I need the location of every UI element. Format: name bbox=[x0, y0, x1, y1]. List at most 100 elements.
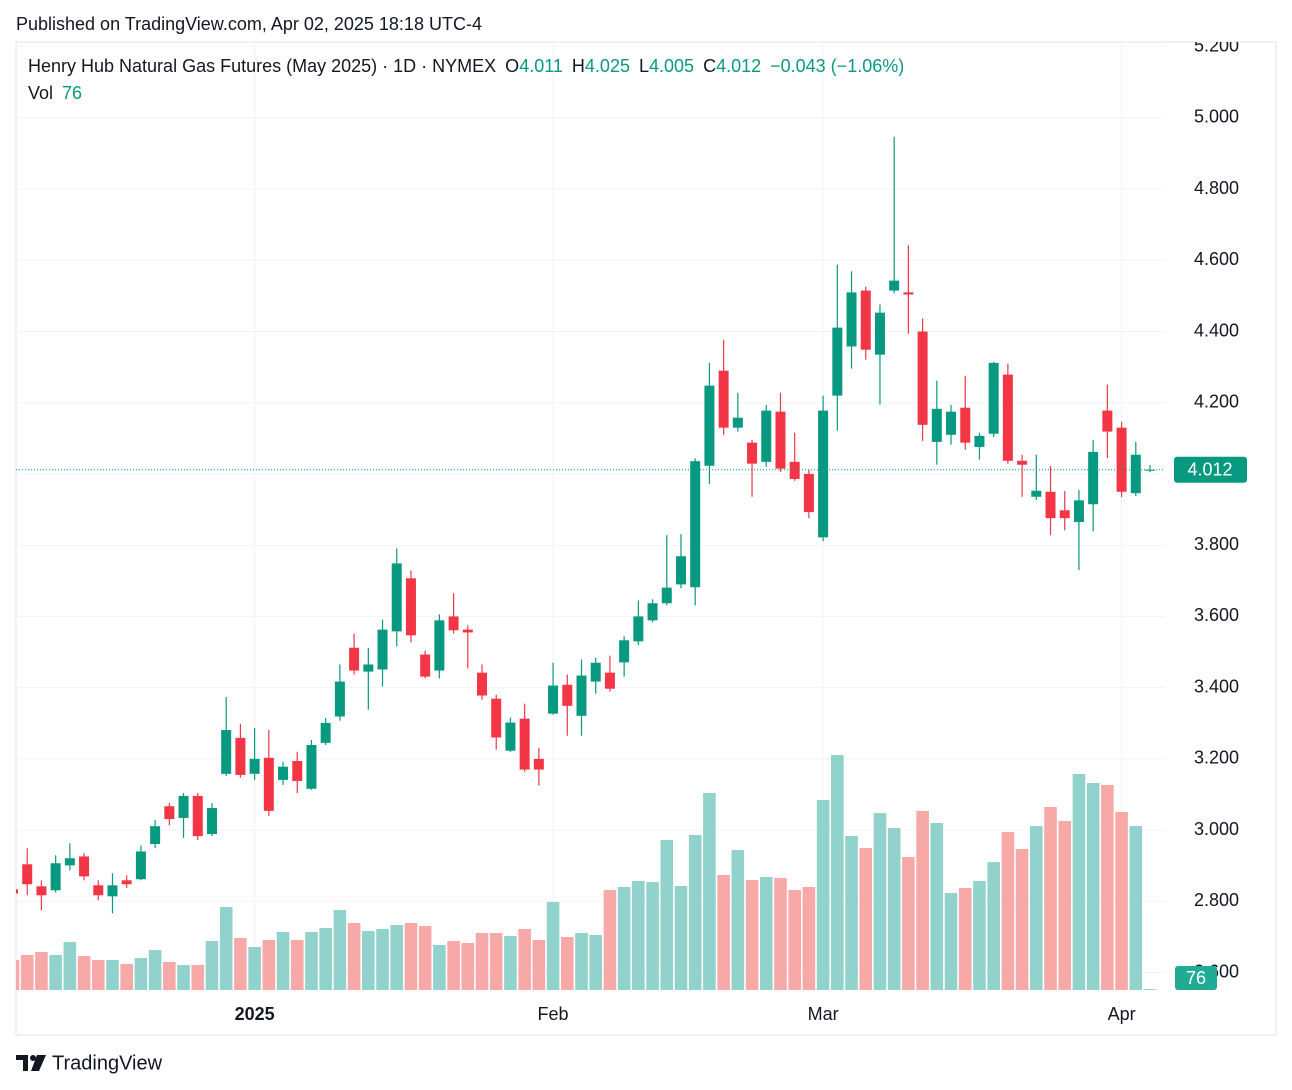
volume-bar bbox=[177, 965, 190, 990]
last-price-label: 4.012 bbox=[1187, 459, 1232, 479]
volume-bar bbox=[347, 923, 361, 990]
x-tick-label: Mar bbox=[808, 1004, 839, 1024]
y-tick-label: 4.800 bbox=[1194, 178, 1239, 198]
volume-bar bbox=[305, 932, 318, 990]
volume-bar bbox=[248, 947, 261, 990]
candle-body bbox=[960, 407, 971, 443]
candle-body bbox=[292, 761, 303, 781]
candle-body bbox=[79, 856, 90, 877]
candle-body bbox=[1002, 374, 1013, 461]
candle-body bbox=[761, 410, 772, 462]
candle-body bbox=[946, 411, 957, 435]
volume-bar bbox=[390, 925, 404, 990]
candle-body bbox=[562, 684, 573, 706]
candle-body bbox=[363, 664, 374, 672]
x-tick-label: Apr bbox=[1108, 1004, 1136, 1024]
volume-bar bbox=[404, 923, 418, 990]
volume-bar bbox=[731, 850, 745, 990]
volume-bar bbox=[745, 880, 759, 990]
high-letter: H bbox=[572, 56, 585, 76]
candle-body bbox=[590, 662, 601, 682]
candle-body bbox=[377, 629, 388, 670]
volume-bar bbox=[646, 882, 659, 990]
symbol-title: Henry Hub Natural Gas Futures (May 2025)… bbox=[28, 56, 496, 76]
volume-bar bbox=[1058, 821, 1072, 990]
candle-body bbox=[818, 410, 829, 538]
candle-body bbox=[619, 640, 630, 663]
y-tick-label: 5.000 bbox=[1194, 107, 1239, 127]
candle-body bbox=[263, 757, 274, 811]
candle-body bbox=[320, 722, 331, 743]
candle-body bbox=[1102, 410, 1113, 432]
grid bbox=[16, 42, 1165, 990]
candle-body bbox=[64, 858, 75, 866]
candle-body bbox=[391, 563, 402, 632]
candle-body bbox=[633, 616, 644, 642]
candle-body bbox=[135, 851, 146, 880]
volume-bar bbox=[1030, 826, 1043, 990]
candle-body bbox=[1059, 510, 1070, 519]
candle-body bbox=[917, 331, 928, 425]
last-price-badge bbox=[1174, 456, 1247, 483]
volume-bar bbox=[1015, 849, 1029, 990]
volume-bar bbox=[944, 893, 958, 990]
candle-body bbox=[405, 578, 416, 636]
published-note: Published on TradingView.com, Apr 02, 20… bbox=[16, 14, 482, 34]
candle-body bbox=[1045, 491, 1056, 519]
price-scale: 2.6002.8003.0003.2003.4003.6003.8004.000… bbox=[1194, 42, 1239, 981]
badges: 4.012 76 bbox=[16, 456, 1247, 990]
volume-bar bbox=[802, 887, 816, 990]
volume-bar bbox=[475, 933, 489, 990]
volume-bar bbox=[134, 958, 148, 990]
volume-bar bbox=[717, 875, 730, 990]
volume-bar bbox=[418, 926, 432, 990]
candle-body bbox=[107, 885, 118, 897]
candle-body bbox=[448, 616, 459, 631]
legend-line: Henry Hub Natural Gas Futures (May 2025)… bbox=[28, 56, 904, 76]
candle-body bbox=[420, 654, 431, 677]
candle-body bbox=[235, 737, 246, 775]
volume-bar bbox=[504, 936, 517, 990]
volume-bar bbox=[973, 881, 986, 990]
volume-bar bbox=[1044, 807, 1057, 990]
candle-body bbox=[988, 362, 999, 434]
volume-bar bbox=[532, 940, 546, 990]
candle-body bbox=[462, 629, 473, 633]
volume-bar bbox=[1001, 832, 1015, 990]
volume-bar bbox=[148, 950, 162, 990]
y-tick-label: 4.200 bbox=[1194, 392, 1239, 412]
candle-body bbox=[121, 880, 132, 885]
volume-bar bbox=[290, 940, 304, 990]
logo-mark bbox=[16, 1055, 28, 1071]
candle-body bbox=[775, 411, 786, 469]
y-tick-label: 4.400 bbox=[1194, 320, 1239, 340]
candle-body bbox=[604, 672, 615, 689]
volume-bar bbox=[433, 945, 446, 990]
change-value: −0.043 (−1.06%) bbox=[770, 56, 904, 76]
candle-body bbox=[1031, 490, 1042, 497]
volume-bar bbox=[1072, 774, 1086, 990]
low-value: 4.005 bbox=[649, 56, 694, 76]
open-letter: O bbox=[505, 56, 519, 76]
volume-bar bbox=[788, 890, 801, 990]
candle-body bbox=[491, 698, 502, 738]
volume-bar bbox=[20, 955, 34, 990]
volume-bar bbox=[1101, 785, 1114, 990]
candle-body bbox=[1116, 427, 1127, 492]
volume-bar bbox=[617, 887, 631, 990]
candle-body bbox=[718, 370, 729, 428]
candle-body bbox=[846, 292, 857, 347]
candle-body bbox=[192, 795, 203, 837]
volume-bar bbox=[91, 960, 105, 990]
candle-body bbox=[434, 620, 445, 671]
volume-bar bbox=[518, 929, 531, 990]
volume-bar bbox=[333, 910, 347, 990]
chart-frame bbox=[15, 41, 1277, 1036]
y-tick-label: 3.600 bbox=[1194, 605, 1239, 625]
volume-bar bbox=[688, 835, 702, 990]
volume-bar bbox=[1086, 783, 1100, 990]
candle-body bbox=[505, 722, 516, 751]
candle-body bbox=[974, 435, 985, 447]
volume-bar bbox=[319, 928, 332, 990]
candle-body bbox=[93, 885, 104, 896]
